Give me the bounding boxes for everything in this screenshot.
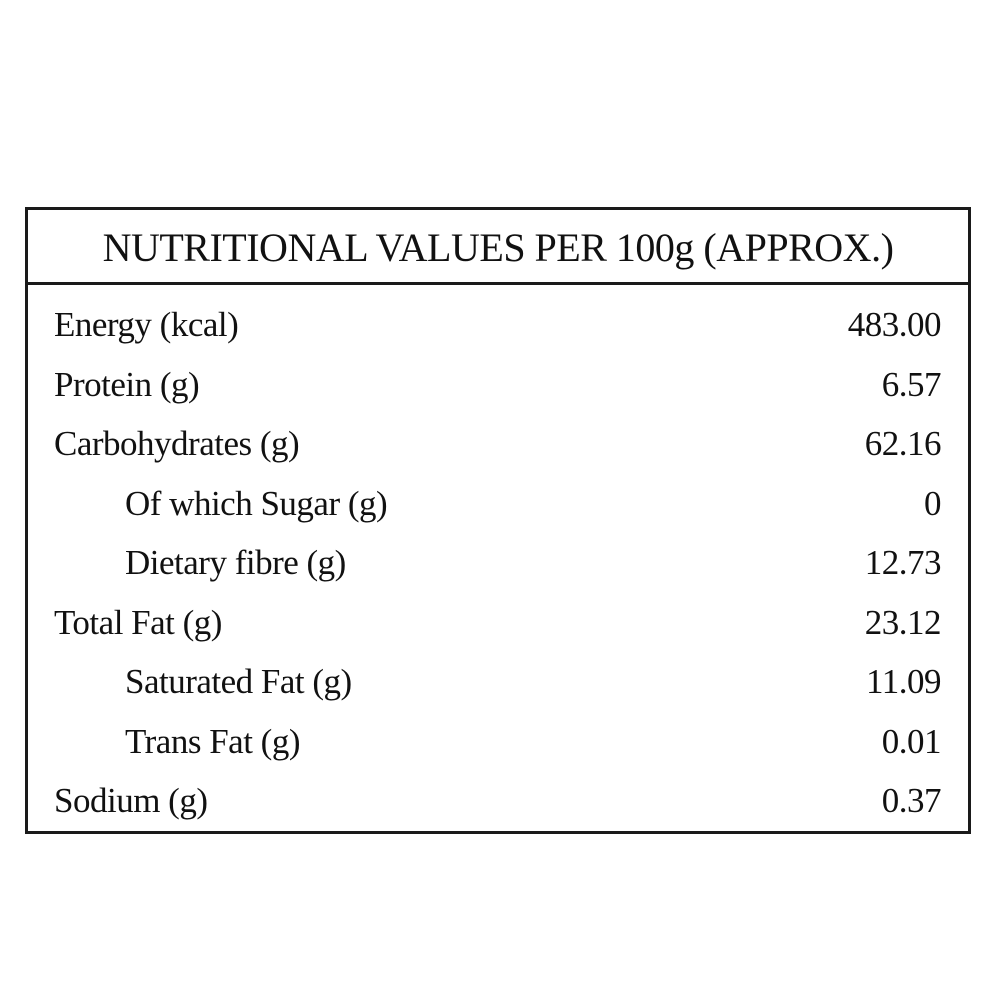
table-title: NUTRITIONAL VALUES PER 100g (APPROX.) — [102, 225, 894, 270]
row-energy: Energy (kcal) 483.00 — [28, 295, 968, 355]
row-value: 0.37 — [881, 781, 942, 821]
row-total-fat: Total Fat (g) 23.12 — [28, 593, 968, 653]
row-label: Of which Sugar (g) — [125, 483, 388, 523]
row-value: 6.57 — [881, 364, 942, 404]
row-sugar: Of which Sugar (g) 0 — [28, 474, 968, 534]
row-dietary-fibre: Dietary fibre (g) 12.73 — [28, 533, 968, 593]
row-label: Total Fat (g) — [54, 602, 222, 642]
row-value: 483.00 — [847, 305, 942, 345]
table-header: NUTRITIONAL VALUES PER 100g (APPROX.) — [28, 210, 968, 285]
row-label: Sodium (g) — [54, 781, 208, 821]
nutrition-rows: Energy (kcal) 483.00 Protein (g) 6.57 Ca… — [28, 295, 968, 831]
row-protein: Protein (g) 6.57 — [28, 355, 968, 415]
row-label: Trans Fat (g) — [125, 721, 301, 761]
row-value: 11.09 — [866, 662, 941, 702]
row-value: 62.16 — [864, 424, 942, 464]
row-value: 0 — [924, 483, 942, 523]
row-saturated-fat: Saturated Fat (g) 11.09 — [28, 652, 968, 712]
row-sodium: Sodium (g) 0.37 — [28, 771, 968, 831]
row-carbohydrates: Carbohydrates (g) 62.16 — [28, 414, 968, 474]
row-label: Carbohydrates (g) — [54, 424, 300, 464]
row-label: Protein (g) — [54, 364, 200, 404]
row-label: Dietary fibre (g) — [125, 543, 346, 583]
row-label: Energy (kcal) — [54, 305, 239, 345]
row-value: 12.73 — [864, 543, 942, 583]
row-value: 23.12 — [864, 602, 942, 642]
row-value: 0.01 — [881, 721, 942, 761]
row-trans-fat: Trans Fat (g) 0.01 — [28, 712, 968, 772]
nutrition-table: NUTRITIONAL VALUES PER 100g (APPROX.) En… — [25, 207, 971, 834]
row-label: Saturated Fat (g) — [125, 662, 352, 702]
